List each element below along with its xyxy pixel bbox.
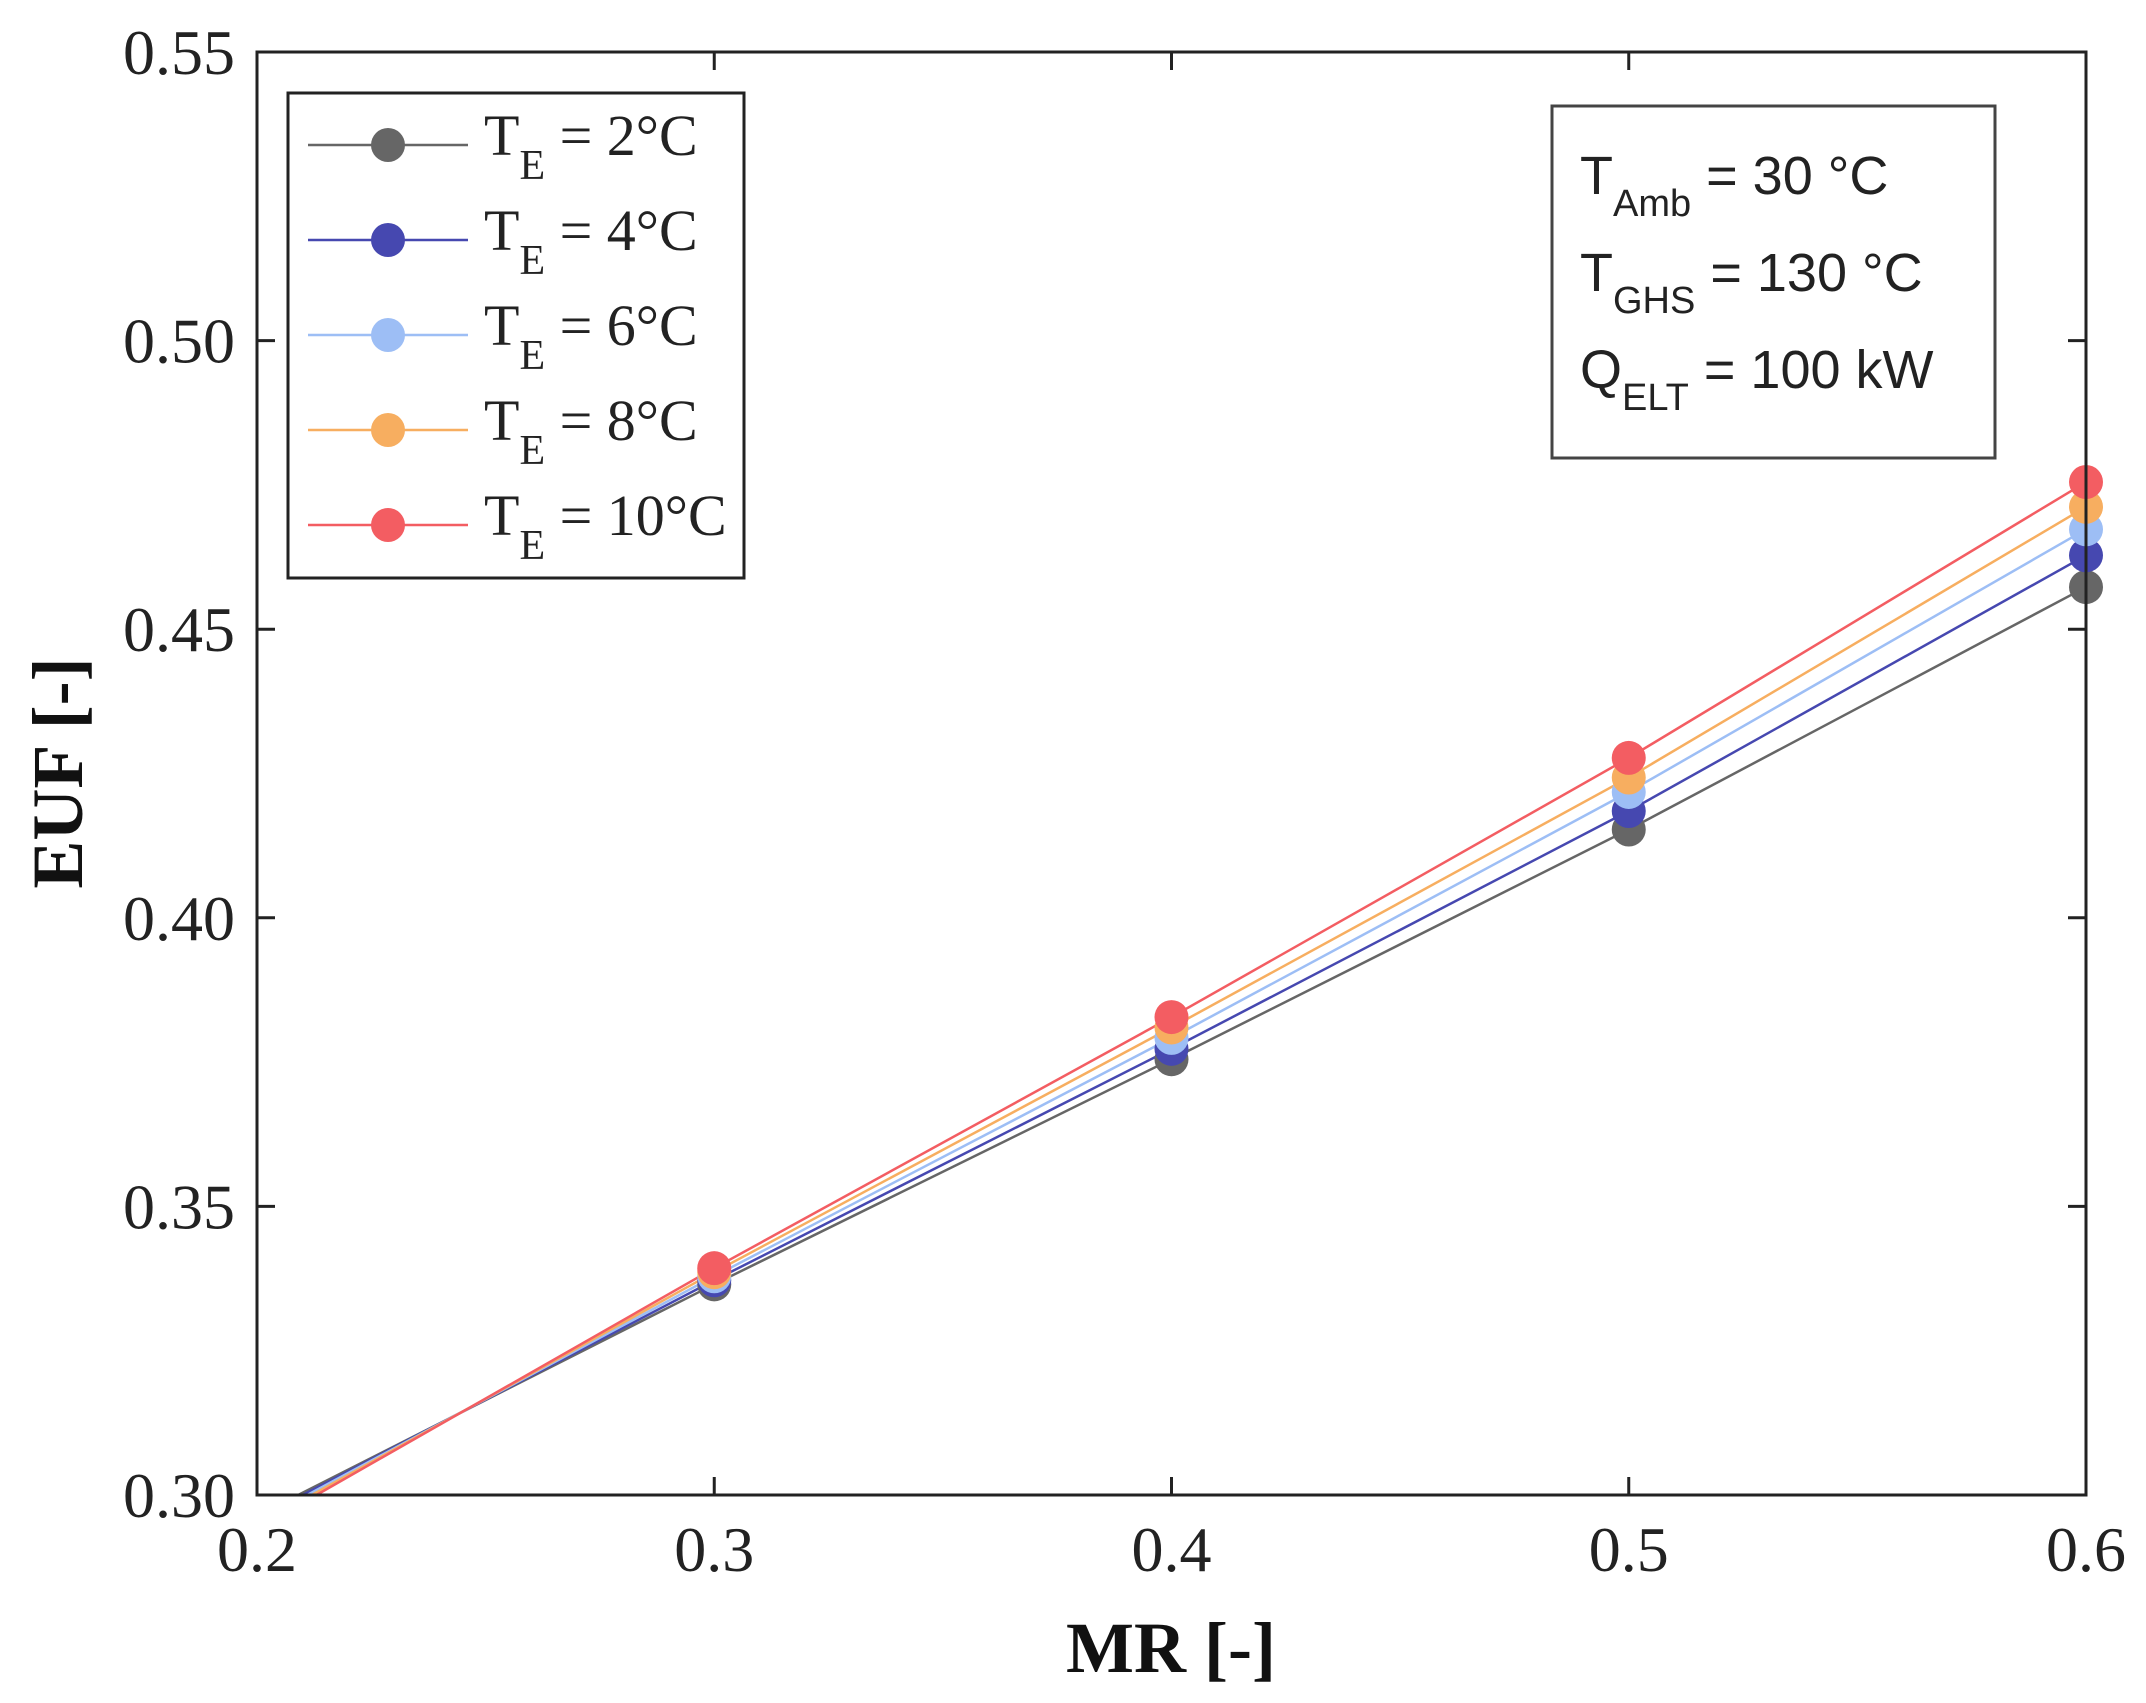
annotation-box xyxy=(1550,104,1997,460)
data-point xyxy=(1611,740,1646,775)
legend-marker xyxy=(371,128,405,162)
x-tick-label: 0.5 xyxy=(1589,1514,1669,1585)
legend-label-main: T xyxy=(484,293,519,358)
legend-label: TE = 10°C xyxy=(484,483,727,569)
annotation-sub: Amb xyxy=(1613,183,1691,225)
y-tick-label: 0.55 xyxy=(123,17,235,88)
y-tick-label: 0.50 xyxy=(123,306,235,377)
legend-label-main: T xyxy=(484,198,519,263)
legend-label: TE = 8°C xyxy=(484,388,698,474)
data-point xyxy=(1154,1000,1189,1035)
plot-frame xyxy=(255,50,2088,1497)
annotation-rest: = 130 °C xyxy=(1695,243,1922,303)
annotation-sub: ELT xyxy=(1622,377,1689,419)
legend-label-sub: E xyxy=(519,333,545,379)
x-tick-label: 0.3 xyxy=(674,1514,754,1585)
legend-label-rest: = 6°C xyxy=(545,293,698,358)
x-axis-title: MR [-] xyxy=(1066,1608,1276,1688)
y-tick-label: 0.35 xyxy=(123,1171,235,1242)
legend-label-sub: E xyxy=(519,238,545,284)
annotation-line: TAmb = 30 °C xyxy=(1580,146,1888,225)
annotation-main: Q xyxy=(1580,340,1622,400)
legend-label-main: T xyxy=(484,388,519,453)
x-tick-label: 0.6 xyxy=(2046,1514,2126,1585)
legend-label: TE = 2°C xyxy=(484,103,698,189)
legend-label-rest: = 8°C xyxy=(545,388,698,453)
legend-label: TE = 6°C xyxy=(484,293,698,379)
legend-label-rest: = 4°C xyxy=(545,198,698,263)
data-point xyxy=(697,1251,732,1286)
x-tick-label: 0.2 xyxy=(217,1514,297,1585)
legend-label-sub: E xyxy=(519,428,545,474)
legend: TE = 2°CTE = 4°CTE = 6°CTE = 8°CTE = 10°… xyxy=(286,91,746,580)
y-tick-label: 0.30 xyxy=(123,1460,235,1531)
annotation-rest: = 100 kW xyxy=(1689,340,1934,400)
legend-label-rest: = 2°C xyxy=(545,103,698,168)
legend-label-rest: = 10°C xyxy=(545,483,727,548)
series-layer xyxy=(297,465,2103,1497)
annotation-main: T xyxy=(1580,146,1613,206)
annotation-main: T xyxy=(1580,243,1613,303)
x-tick-label: 0.4 xyxy=(1132,1514,1212,1585)
tick-labels: 0.2 0.3 0.4 0.5 0.6 0.30 0.35 0.40 0.45 0.50 0.55 xyxy=(123,17,2126,1585)
y-tick-label: 0.45 xyxy=(123,594,235,665)
legend-marker xyxy=(371,413,405,447)
annotation-line: QELT = 100 kW xyxy=(1580,340,1934,419)
y-axis-title: EUF [-] xyxy=(18,657,98,888)
y-tick-label: 0.40 xyxy=(123,883,235,954)
legend-label-main: T xyxy=(484,103,519,168)
legend-label-sub: E xyxy=(519,143,545,189)
legend-label-main: T xyxy=(484,483,519,548)
legend-label-sub: E xyxy=(519,523,545,569)
legend-marker xyxy=(371,223,405,257)
legend-marker xyxy=(371,508,405,542)
legend-marker xyxy=(371,318,405,352)
annotation-rest: = 30 °C xyxy=(1691,146,1888,206)
annotation-sub: GHS xyxy=(1613,280,1695,322)
annotation-line: TGHS = 130 °C xyxy=(1580,243,1923,322)
legend-label: TE = 4°C xyxy=(484,198,698,284)
